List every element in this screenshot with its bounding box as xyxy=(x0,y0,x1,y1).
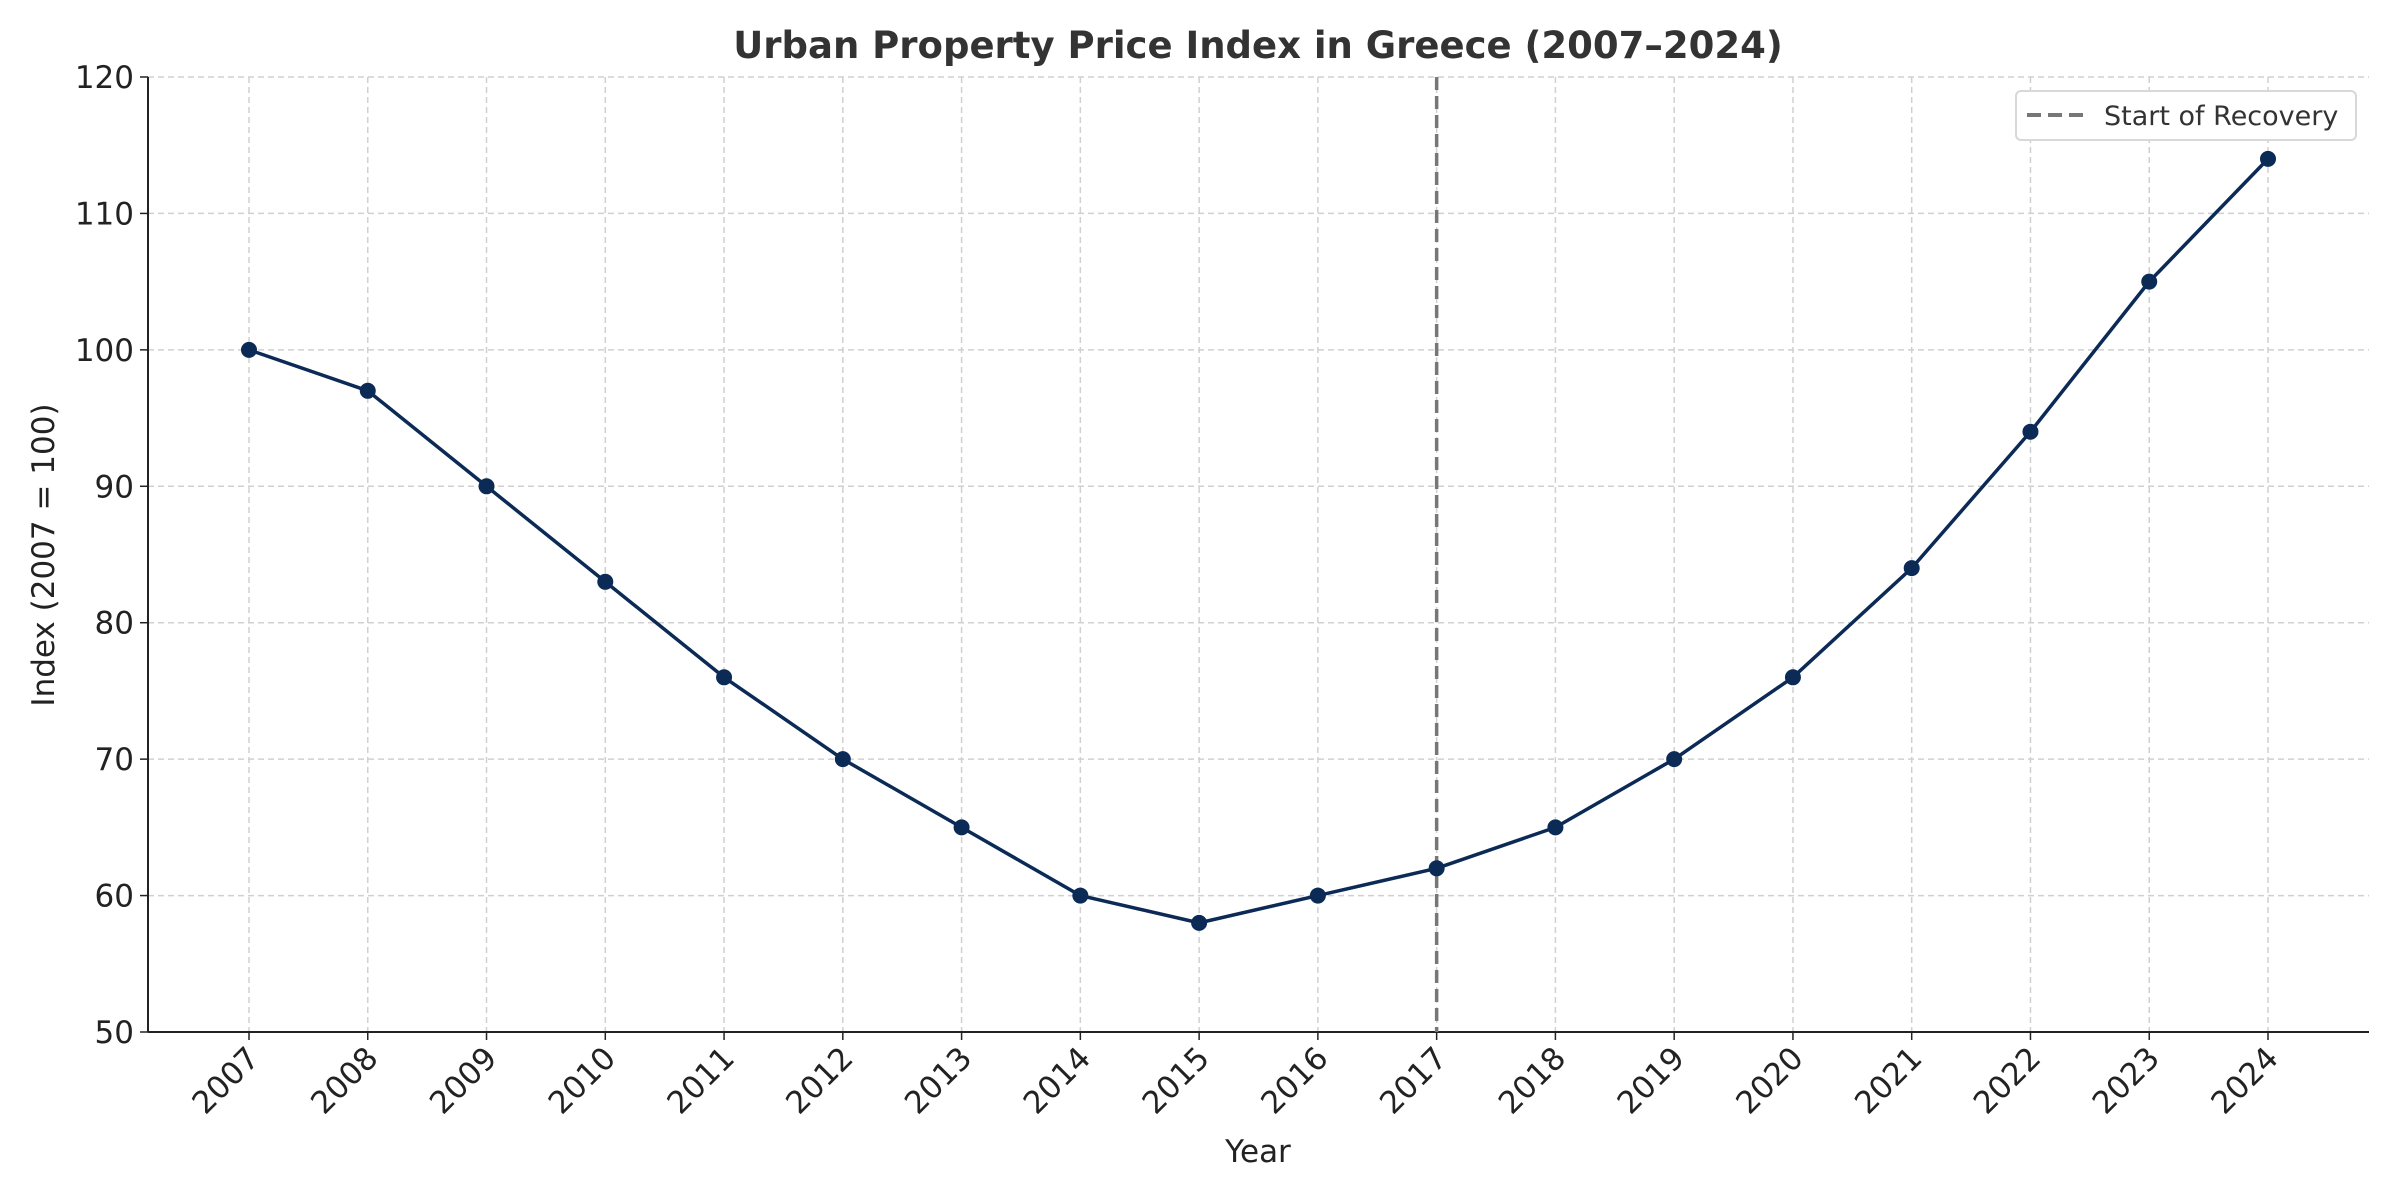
data-point xyxy=(716,669,733,686)
x-tick-label: 2017 xyxy=(1373,1040,1454,1121)
x-tick-label: 2016 xyxy=(1254,1040,1335,1121)
x-tick-label: 2015 xyxy=(1136,1040,1217,1121)
data-point xyxy=(359,382,376,399)
x-axis-label: Year xyxy=(1224,1134,1291,1170)
x-tick-label: 2014 xyxy=(1017,1040,1098,1121)
x-tick-label: 2024 xyxy=(2204,1040,2285,1121)
data-point xyxy=(241,341,257,358)
legend-box xyxy=(2015,90,2357,141)
y-tick-label: 100 xyxy=(75,333,134,369)
data-point xyxy=(1903,560,1920,577)
data-point xyxy=(2260,150,2276,167)
data-point xyxy=(953,819,970,836)
data-point xyxy=(2141,273,2158,290)
chart-title: Urban Property Price Index in Greece (20… xyxy=(733,24,1783,67)
x-tick-label: 2008 xyxy=(304,1040,385,1121)
legend-entry: Start of Recovery xyxy=(2104,101,2338,132)
x-tick-label: 2018 xyxy=(1492,1040,1573,1121)
data-point xyxy=(2022,423,2039,440)
x-tick-label: 2010 xyxy=(542,1040,623,1121)
x-tick-label: 2020 xyxy=(1729,1040,1810,1121)
data-point xyxy=(478,478,495,495)
x-tick-label: 2011 xyxy=(660,1040,741,1121)
data-point xyxy=(1784,669,1801,686)
data-point xyxy=(1428,860,1445,877)
y-tick-label: 120 xyxy=(75,60,134,96)
x-tick-label: 2013 xyxy=(898,1040,979,1121)
data-point xyxy=(1309,887,1326,904)
y-tick-label: 80 xyxy=(95,606,134,642)
x-tick-label: 2021 xyxy=(1848,1040,1929,1121)
axes: 50 60 70 80 90 100 110 120 2007 2008 2009 2010 2011 2… xyxy=(75,60,2369,1121)
data-point xyxy=(1666,751,1683,768)
data-point xyxy=(834,751,851,768)
y-tick-label: 70 xyxy=(95,742,134,778)
x-tick-label: 2023 xyxy=(2086,1040,2167,1121)
y-axis-label: Index (2007 = 100) xyxy=(26,403,62,706)
y-tick-label: 60 xyxy=(95,879,134,915)
y-tick-label: 90 xyxy=(95,469,134,505)
series-line xyxy=(248,157,2270,925)
grid xyxy=(148,76,2369,1033)
x-tick-label: 2019 xyxy=(1611,1040,1692,1121)
data-point xyxy=(1547,819,1564,836)
legend: Start of Recovery xyxy=(2015,90,2357,141)
series xyxy=(241,150,2276,931)
x-tick-label: 2007 xyxy=(185,1040,266,1121)
x-tick-label: 2009 xyxy=(423,1040,504,1121)
x-tick-label: 2022 xyxy=(1967,1040,2048,1121)
y-tick-label: 50 xyxy=(95,1015,134,1051)
data-point xyxy=(597,573,614,590)
data-point xyxy=(1072,887,1089,904)
x-tick-label: 2012 xyxy=(779,1040,860,1121)
data-point xyxy=(1191,914,1208,931)
y-tick-label: 110 xyxy=(75,196,134,232)
